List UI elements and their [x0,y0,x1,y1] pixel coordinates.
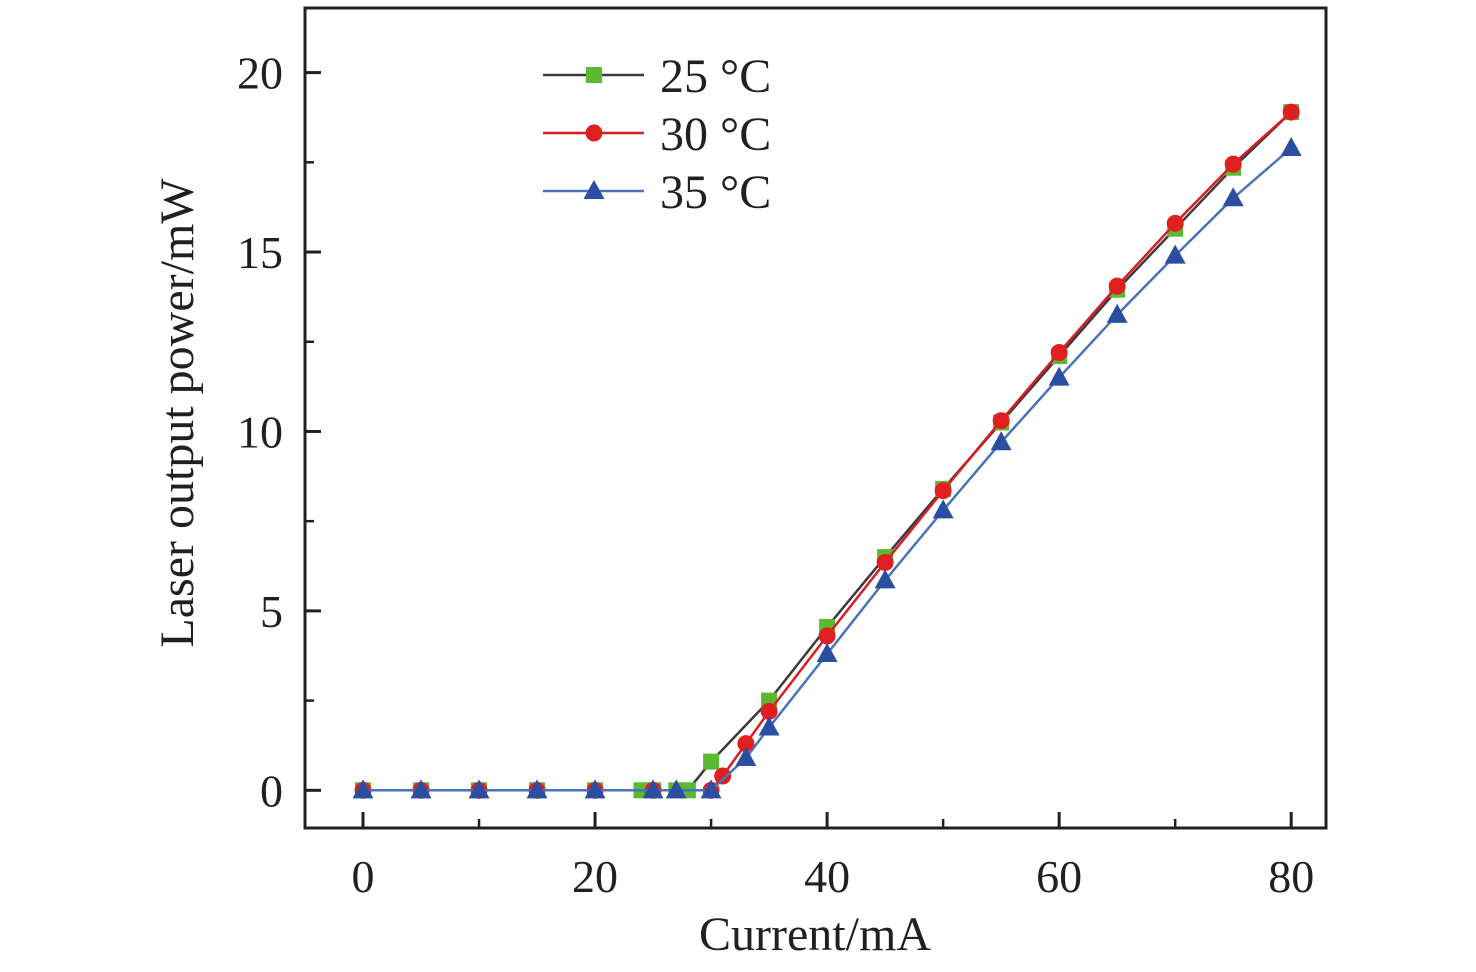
plot-frame [303,6,1328,830]
series-line [363,111,1293,792]
data-point [1164,244,1186,264]
x-tick-label: 60 [1036,851,1082,902]
y-tick-label: 10 [237,406,283,457]
data-point [1280,136,1302,156]
axis-ticks: 0 20 40 60 80 0 5 10 15 20 [237,48,1314,902]
legend-label: 25 °C [660,50,771,103]
data-point [584,779,606,799]
data-point [700,779,722,799]
data-point [990,431,1012,451]
x-tick-label: 40 [804,851,850,902]
x-tick-label: 80 [1268,851,1314,902]
legend-entry: 35 °C [543,166,771,219]
series-line [363,147,1293,792]
data-point [642,779,664,799]
legend-entry: 25 °C [543,50,771,103]
data-point [1282,103,1300,121]
data-point [352,779,374,799]
plot-area [303,6,1328,830]
data-point [934,482,952,500]
data-point [992,412,1010,430]
series-1 [355,104,1300,799]
legend: 25 °C30 °C35 °C [543,50,771,219]
legend-label: 35 °C [660,166,771,219]
y-tick-label: 5 [260,586,283,637]
data-point [1050,344,1068,362]
legend-entry: 30 °C [543,108,771,161]
data-point [816,642,838,662]
data-point [758,716,780,736]
data-point [932,499,954,519]
series-2 [354,103,1300,799]
data-point [468,779,490,799]
data-point [1222,187,1244,207]
data-point [703,753,720,770]
data-point [818,627,836,645]
data-point [410,779,432,799]
data-point [714,767,732,785]
data-point [1106,303,1128,323]
data-point [1048,366,1070,386]
x-axis-title: Current/mA [699,908,931,961]
y-tick-label: 20 [237,48,283,99]
series-line [363,111,1293,792]
series-layer [352,103,1302,799]
data-point [1224,155,1242,173]
data-point [526,779,548,799]
x-tick-label: 20 [572,851,618,902]
data-point [1108,277,1126,295]
y-axis-title: Laser output power/mW [151,178,204,648]
data-point [735,747,757,767]
data-point [737,735,755,753]
legend-marker [585,124,603,142]
legend-marker [583,180,605,199]
y-tick-label: 0 [260,765,283,816]
data-point [665,779,687,799]
x-tick-label: 0 [352,851,375,902]
legend-marker [586,67,602,83]
y-tick-label: 15 [237,227,283,278]
data-point [760,702,778,720]
data-point [876,553,894,571]
legend-label: 30 °C [660,108,771,161]
data-point [1166,214,1184,232]
data-point [874,569,896,589]
series-3 [352,136,1302,799]
